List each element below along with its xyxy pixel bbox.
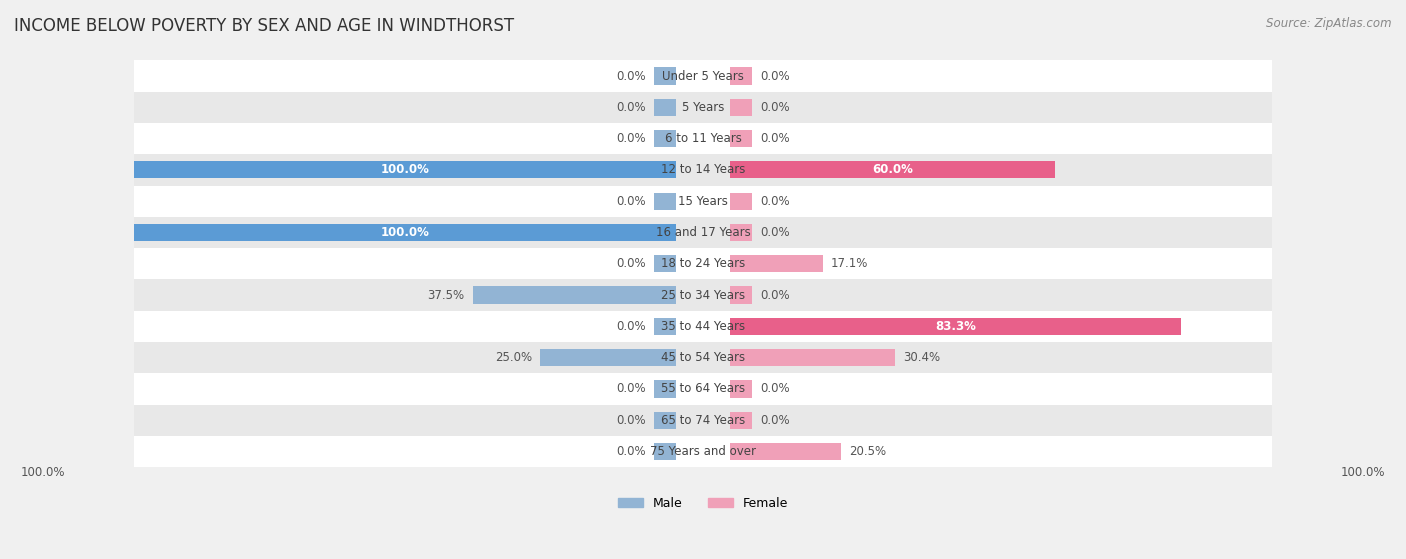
Bar bbox=[730, 411, 752, 429]
Bar bbox=[134, 248, 1272, 280]
Text: 0.0%: 0.0% bbox=[616, 132, 647, 145]
Bar bbox=[654, 380, 676, 397]
Text: 45 to 54 Years: 45 to 54 Years bbox=[661, 351, 745, 364]
Bar bbox=[654, 318, 676, 335]
Bar bbox=[654, 99, 676, 116]
Text: 0.0%: 0.0% bbox=[616, 195, 647, 208]
Text: 12 to 14 Years: 12 to 14 Years bbox=[661, 163, 745, 177]
Bar bbox=[134, 217, 1272, 248]
Text: 83.3%: 83.3% bbox=[935, 320, 976, 333]
Text: 0.0%: 0.0% bbox=[616, 414, 647, 427]
Bar bbox=[654, 130, 676, 147]
Bar bbox=[654, 255, 676, 272]
Text: 0.0%: 0.0% bbox=[759, 132, 790, 145]
Bar bbox=[134, 373, 1272, 405]
Text: 100.0%: 100.0% bbox=[381, 163, 429, 177]
Text: 55 to 64 Years: 55 to 64 Years bbox=[661, 382, 745, 395]
Text: 0.0%: 0.0% bbox=[616, 69, 647, 83]
Text: 0.0%: 0.0% bbox=[616, 320, 647, 333]
Text: Source: ZipAtlas.com: Source: ZipAtlas.com bbox=[1267, 17, 1392, 30]
Text: 0.0%: 0.0% bbox=[759, 101, 790, 114]
Bar bbox=[730, 99, 752, 116]
Bar bbox=[134, 342, 1272, 373]
Text: 0.0%: 0.0% bbox=[616, 382, 647, 395]
Text: 25.0%: 25.0% bbox=[495, 351, 533, 364]
Bar bbox=[730, 130, 752, 147]
Bar bbox=[540, 349, 676, 366]
Text: 35 to 44 Years: 35 to 44 Years bbox=[661, 320, 745, 333]
Text: INCOME BELOW POVERTY BY SEX AND AGE IN WINDTHORST: INCOME BELOW POVERTY BY SEX AND AGE IN W… bbox=[14, 17, 515, 35]
Bar bbox=[134, 123, 1272, 154]
Bar bbox=[134, 311, 1272, 342]
Text: 16 and 17 Years: 16 and 17 Years bbox=[655, 226, 751, 239]
Bar bbox=[654, 443, 676, 460]
Text: 100.0%: 100.0% bbox=[21, 466, 65, 479]
Bar bbox=[134, 154, 1272, 186]
Text: 65 to 74 Years: 65 to 74 Years bbox=[661, 414, 745, 427]
Text: 6 to 11 Years: 6 to 11 Years bbox=[665, 132, 741, 145]
Text: 100.0%: 100.0% bbox=[381, 226, 429, 239]
Bar bbox=[730, 255, 823, 272]
Bar bbox=[730, 68, 752, 84]
Bar bbox=[730, 286, 752, 304]
Text: 37.5%: 37.5% bbox=[427, 288, 464, 301]
Bar bbox=[472, 286, 676, 304]
Text: 0.0%: 0.0% bbox=[616, 445, 647, 458]
Bar bbox=[730, 162, 1054, 178]
Text: 0.0%: 0.0% bbox=[759, 69, 790, 83]
Text: 30.4%: 30.4% bbox=[903, 351, 941, 364]
Bar bbox=[730, 349, 894, 366]
Bar bbox=[134, 162, 676, 178]
Bar bbox=[730, 380, 752, 397]
Text: 0.0%: 0.0% bbox=[759, 226, 790, 239]
Text: 60.0%: 60.0% bbox=[872, 163, 912, 177]
Bar bbox=[730, 318, 1181, 335]
Bar bbox=[654, 193, 676, 210]
Bar bbox=[134, 92, 1272, 123]
Bar bbox=[134, 60, 1272, 92]
Bar bbox=[134, 280, 1272, 311]
Text: 17.1%: 17.1% bbox=[831, 257, 869, 270]
Bar bbox=[730, 224, 752, 241]
Text: 20.5%: 20.5% bbox=[849, 445, 886, 458]
Bar bbox=[134, 186, 1272, 217]
Text: 75 Years and over: 75 Years and over bbox=[650, 445, 756, 458]
Text: 15 Years: 15 Years bbox=[678, 195, 728, 208]
Text: Under 5 Years: Under 5 Years bbox=[662, 69, 744, 83]
Bar bbox=[654, 411, 676, 429]
Text: 25 to 34 Years: 25 to 34 Years bbox=[661, 288, 745, 301]
Bar bbox=[134, 224, 676, 241]
Text: 0.0%: 0.0% bbox=[616, 101, 647, 114]
Text: 100.0%: 100.0% bbox=[1341, 466, 1385, 479]
Text: 18 to 24 Years: 18 to 24 Years bbox=[661, 257, 745, 270]
Bar bbox=[654, 68, 676, 84]
Bar bbox=[134, 436, 1272, 467]
Legend: Male, Female: Male, Female bbox=[613, 492, 793, 515]
Text: 0.0%: 0.0% bbox=[759, 414, 790, 427]
Text: 5 Years: 5 Years bbox=[682, 101, 724, 114]
Bar bbox=[730, 193, 752, 210]
Text: 0.0%: 0.0% bbox=[759, 195, 790, 208]
Bar bbox=[134, 405, 1272, 436]
Bar bbox=[730, 443, 841, 460]
Text: 0.0%: 0.0% bbox=[616, 257, 647, 270]
Text: 0.0%: 0.0% bbox=[759, 288, 790, 301]
Text: 0.0%: 0.0% bbox=[759, 382, 790, 395]
